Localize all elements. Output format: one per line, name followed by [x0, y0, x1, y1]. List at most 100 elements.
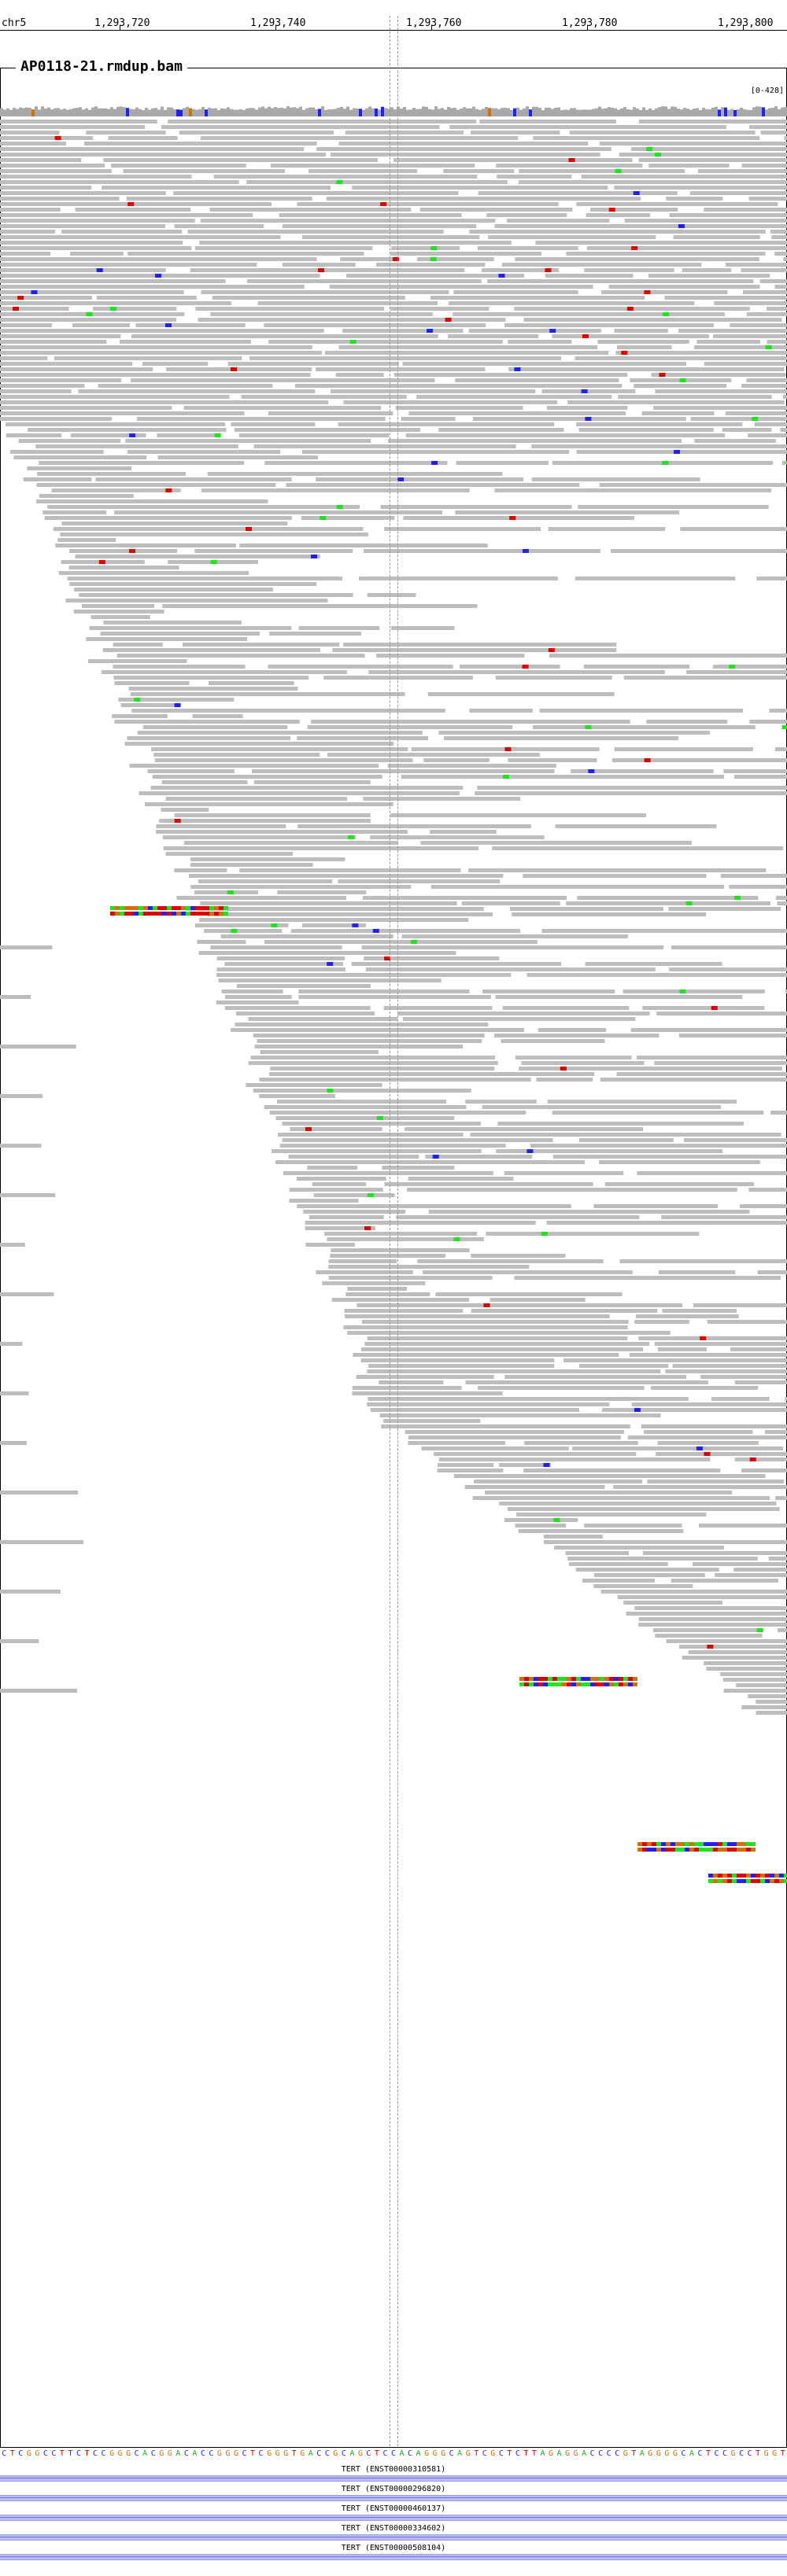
sequence-base: T: [631, 2449, 637, 2458]
coverage-bar: [63, 109, 66, 116]
gene-transcript[interactable]: TERT (ENST00000310581): [0, 2464, 787, 2483]
read: [477, 246, 578, 250]
read: [195, 307, 385, 311]
read: [769, 709, 787, 713]
softclip: [609, 1682, 614, 1686]
read: [328, 1259, 397, 1263]
read: [456, 461, 549, 465]
mismatch: [231, 929, 238, 933]
coverage-bar: [387, 109, 390, 116]
sequence-base: G: [109, 2449, 115, 2458]
read: [270, 164, 475, 168]
coverage-track[interactable]: [0, 105, 787, 116]
coverage-bar: [416, 109, 419, 116]
gene-strand-line: [0, 2556, 787, 2557]
read: [36, 499, 268, 503]
gene-transcript[interactable]: TERT (ENST00000460137): [0, 2503, 787, 2523]
read: [313, 1193, 395, 1197]
coverage-bar: [290, 107, 293, 116]
sequence-base: C: [18, 2449, 24, 2458]
read: [523, 318, 782, 322]
sequence-base: T: [59, 2449, 65, 2458]
read: [268, 340, 503, 344]
softclip: [732, 1848, 737, 1852]
gene-transcript[interactable]: TERT (ENST00000508104): [0, 2542, 787, 2562]
mismatch: [527, 1149, 534, 1153]
coverage-bar: [261, 106, 264, 116]
read: [502, 1006, 630, 1010]
coverage-bar: [353, 108, 356, 116]
read: [583, 665, 690, 669]
softclip: [162, 906, 167, 910]
read: [269, 1072, 595, 1076]
softclip: [543, 1682, 548, 1686]
read: [165, 852, 294, 856]
softclip: [186, 906, 190, 910]
sequence-base: T: [84, 2449, 90, 2458]
read: [102, 186, 331, 190]
coverage-bar: [519, 109, 523, 116]
coverage-bar: [434, 106, 438, 116]
read: [465, 1380, 708, 1384]
read: [642, 1551, 787, 1555]
read: [330, 1254, 446, 1258]
coverage-bar: [586, 109, 589, 116]
softclip: [581, 1682, 586, 1686]
read: [453, 1474, 766, 1478]
gene-transcript[interactable]: TERT (ENST00000334602): [0, 2523, 787, 2542]
softclip: [153, 912, 157, 916]
sequence-base: C: [76, 2449, 81, 2458]
read: [204, 929, 283, 933]
softclip: [708, 1848, 713, 1852]
locus-ruler[interactable]: chr5 1,293,720 1,293,740 1,293,760 1,293…: [0, 0, 787, 33]
read: [231, 1028, 524, 1032]
sequence-base: C: [366, 2449, 371, 2458]
coverage-bar: [548, 107, 551, 116]
read: [748, 1694, 787, 1698]
softclip: [157, 906, 162, 910]
softclip: [209, 912, 214, 916]
mismatch: [662, 461, 669, 465]
read: [533, 725, 756, 729]
read: [376, 654, 525, 658]
coverage-bar: [497, 109, 501, 116]
read: [765, 1430, 787, 1434]
softclip: [586, 1682, 590, 1686]
read: [120, 703, 180, 707]
softclip: [571, 1682, 576, 1686]
read: [0, 142, 66, 146]
read: [0, 290, 184, 294]
softclip: [614, 1682, 619, 1686]
read: [53, 527, 364, 531]
coverage-bar: [381, 106, 384, 116]
read: [380, 505, 572, 509]
read: [51, 488, 181, 492]
read: [324, 1232, 478, 1236]
softclip: [224, 906, 228, 910]
coverage-bar: [252, 108, 255, 116]
softclip: [148, 906, 153, 910]
read: [501, 1039, 605, 1043]
gene-transcript[interactable]: TERT (ENST00000296820): [0, 2483, 787, 2503]
mismatch: [367, 1193, 374, 1197]
read: [0, 356, 48, 360]
read-alignments[interactable]: [0, 120, 787, 2440]
read: [316, 1270, 413, 1274]
read: [312, 1182, 367, 1186]
mismatch: [364, 1226, 371, 1230]
softclip: [562, 1682, 567, 1686]
sequence-base: C: [134, 2449, 139, 2458]
coverage-bar: [331, 109, 334, 116]
read: [748, 433, 787, 437]
read: [720, 1672, 787, 1676]
read: [384, 1182, 593, 1186]
softclip: [652, 1848, 656, 1852]
coverage-bar: [696, 108, 699, 116]
gene-track[interactable]: TERT (ENST00000310581) TERT (ENST0000029…: [0, 2464, 787, 2562]
sequence-base: G: [441, 2449, 446, 2458]
read: [297, 736, 429, 740]
softclip: [567, 1677, 571, 1681]
read: [379, 1380, 444, 1384]
mismatch: [129, 433, 136, 437]
softclip: [195, 912, 200, 916]
